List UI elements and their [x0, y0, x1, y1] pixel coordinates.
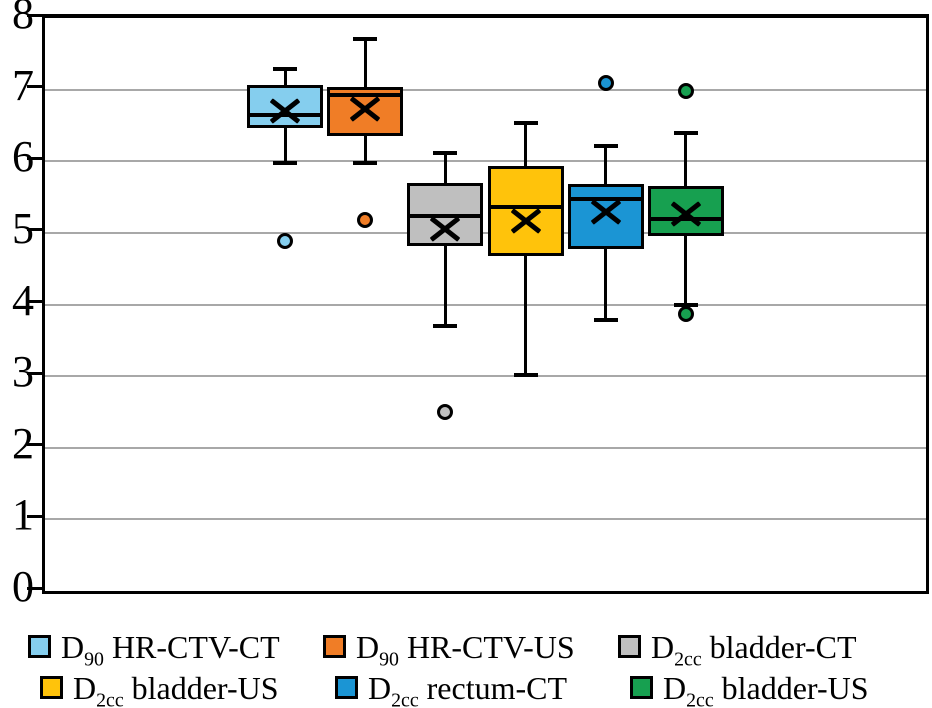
gridline-y1 — [45, 518, 926, 521]
plot-area — [42, 14, 929, 594]
legend-label-d2cc-bladder-us-5: D2cc bladder-US — [663, 669, 869, 708]
outlier-point-d2cc-bladder-ct-2-0 — [437, 403, 454, 420]
legend: D90 HR-CTV-CT D90 HR-CTV-US D2cc bladder-C… — [0, 626, 932, 708]
legend-label-base: D — [73, 669, 97, 706]
gridline-y3 — [45, 375, 926, 378]
legend-label-text: bladder-US — [123, 669, 279, 706]
legend-row-2: D2cc bladder-US D2cc rectum-CT D2cc bladde… — [0, 667, 932, 708]
legend-label-text: HR-CTV-US — [398, 628, 575, 665]
legend-swatch-d2cc-bladder-us-5 — [630, 676, 653, 699]
median-line-d2cc-bladder-us-3 — [487, 205, 564, 210]
mean-x-marker-d2cc-rectum-ct-4 — [591, 200, 621, 224]
legend-label-subscript: 2cc — [391, 688, 419, 708]
y-axis-tick-0 — [27, 586, 42, 590]
whisker-cap-top-d2cc-bladder-us-5 — [673, 130, 698, 135]
y-axis-label-8: 8 — [12, 0, 34, 39]
mean-x-marker-d2cc-bladder-ct-2 — [430, 217, 460, 241]
legend-label-d90-hr-ctv-us-1: D90 HR-CTV-US — [356, 628, 575, 669]
legend-label-subscript: 2cc — [96, 688, 124, 708]
legend-label-subscript: 90 — [84, 647, 104, 670]
legend-item-d90-hr-ctv-ct-0: D90 HR-CTV-CT — [28, 628, 323, 669]
legend-row-1: D90 HR-CTV-CT D90 HR-CTV-US D2cc bladder-C… — [0, 626, 932, 669]
legend-swatch-d2cc-rectum-ct-4 — [335, 676, 358, 699]
y-axis-label-2: 2 — [12, 418, 34, 468]
legend-label-d2cc-bladder-us-3: D2cc bladder-US — [73, 669, 279, 708]
legend-label-text: HR-CTV-CT — [103, 628, 280, 665]
legend-swatch-d2cc-bladder-ct-2 — [618, 635, 641, 658]
legend-label-d90-hr-ctv-ct-0: D90 HR-CTV-CT — [61, 628, 280, 669]
whisker-cap-top-d90-hr-ctv-ct-0 — [273, 66, 298, 71]
y-axis-label-6: 6 — [12, 132, 34, 182]
legend-label-base: D — [651, 628, 675, 665]
legend-label-text: bladder-CT — [701, 628, 857, 665]
y-axis-label-5: 5 — [12, 203, 34, 253]
legend-item-d2cc-bladder-us-5: D2cc bladder-US — [630, 669, 925, 708]
outlier-point-d2cc-bladder-us-5-0 — [677, 83, 694, 100]
whisker-cap-bottom-d2cc-bladder-ct-2 — [433, 323, 458, 328]
legend-label-d2cc-bladder-ct-2: D2cc bladder-CT — [651, 628, 857, 669]
legend-label-text: rectum-CT — [418, 669, 568, 706]
legend-label-d2cc-rectum-ct-4: D2cc rectum-CT — [368, 669, 568, 708]
whisker-cap-bottom-d2cc-rectum-ct-4 — [593, 317, 618, 322]
outlier-point-d90-hr-ctv-ct-0-0 — [277, 233, 294, 250]
gridline-y4 — [45, 303, 926, 306]
y-axis-label-3: 3 — [12, 347, 34, 397]
whisker-cap-top-d2cc-bladder-ct-2 — [433, 150, 458, 155]
whisker-cap-top-d2cc-rectum-ct-4 — [593, 144, 618, 149]
mean-x-marker-d2cc-bladder-us-5 — [671, 202, 701, 226]
legend-label-subscript: 90 — [379, 647, 399, 670]
legend-swatch-d2cc-bladder-us-3 — [40, 676, 63, 699]
outlier-point-d90-hr-ctv-us-1-0 — [357, 211, 374, 228]
legend-label-subscript: 2cc — [674, 647, 702, 670]
whisker-cap-bottom-d2cc-bladder-us-5 — [673, 302, 698, 307]
plot-canvas — [45, 18, 926, 591]
whisker-cap-bottom-d90-hr-ctv-us-1 — [353, 160, 378, 165]
gridline-y7 — [45, 88, 926, 91]
gridline-y6 — [45, 160, 926, 163]
mean-x-marker-d90-hr-ctv-us-1 — [350, 97, 380, 121]
legend-item-d2cc-bladder-us-3: D2cc bladder-US — [40, 669, 335, 708]
y-axis-tick-6 — [27, 156, 42, 160]
y-axis-tick-3 — [27, 371, 42, 375]
y-axis-tick-4 — [27, 300, 42, 303]
legend-label-base: D — [61, 628, 85, 665]
y-axis-label-0: 0 — [12, 562, 34, 612]
whisker-cap-top-d2cc-bladder-us-3 — [513, 121, 538, 126]
y-axis-tick-7 — [27, 85, 42, 89]
legend-swatch-d90-hr-ctv-us-1 — [323, 635, 346, 658]
legend-item-d2cc-rectum-ct-4: D2cc rectum-CT — [335, 669, 630, 708]
legend-label-text: bladder-US — [713, 669, 869, 706]
gridline-y2 — [45, 446, 926, 449]
legend-item-d2cc-bladder-ct-2: D2cc bladder-CT — [618, 628, 913, 669]
mean-x-marker-d90-hr-ctv-ct-0 — [270, 99, 300, 123]
whisker-cap-bottom-d2cc-bladder-us-3 — [513, 373, 538, 378]
legend-label-base: D — [356, 628, 380, 665]
y-axis-tick-5 — [27, 228, 42, 232]
legend-label-base: D — [368, 669, 392, 706]
y-axis-tick-2 — [27, 443, 42, 447]
gridline-y5 — [45, 231, 926, 234]
legend-swatch-d90-hr-ctv-ct-0 — [28, 635, 51, 658]
y-axis-label-7: 7 — [12, 60, 34, 110]
legend-item-d90-hr-ctv-us-1: D90 HR-CTV-US — [323, 628, 618, 669]
mean-x-marker-d2cc-bladder-us-3 — [511, 209, 541, 233]
y-axis-label-1: 1 — [12, 490, 34, 540]
y-axis-label-4: 4 — [12, 275, 34, 325]
whisker-cap-bottom-d90-hr-ctv-ct-0 — [273, 161, 298, 166]
y-axis-tick-1 — [27, 514, 42, 518]
legend-label-subscript: 2cc — [686, 688, 714, 708]
outlier-point-d2cc-rectum-ct-4-0 — [597, 75, 614, 92]
whisker-cap-top-d90-hr-ctv-us-1 — [353, 37, 378, 42]
median-line-d90-hr-ctv-us-1 — [327, 93, 404, 98]
legend-label-base: D — [663, 669, 687, 706]
y-axis-tick-8 — [27, 13, 42, 17]
outlier-point-d2cc-bladder-us-5-1 — [677, 305, 694, 322]
